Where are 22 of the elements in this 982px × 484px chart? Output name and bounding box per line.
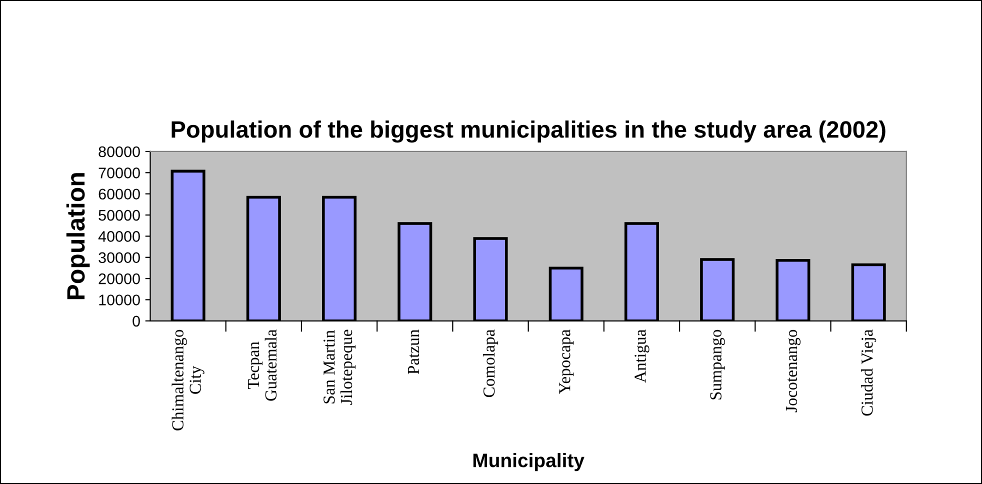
y-tick-label: 20000	[98, 273, 140, 284]
y-tick-label: 80000	[98, 146, 140, 158]
y-tick-label: 40000	[98, 231, 140, 242]
x-tick-label: Yepocapa	[559, 329, 574, 394]
y-tick-label: 60000	[98, 188, 140, 200]
x-tick-label: San Martin Jilotepeque	[324, 330, 356, 405]
x-tick-label: Patzun	[408, 329, 420, 374]
y-tick-label: 10000	[99, 294, 140, 306]
x-tick-label: Jocotenango	[786, 330, 801, 412]
x-tick-label: Chimaltenango City	[172, 330, 204, 430]
x-tick-label: Ciudad Vieja	[861, 329, 876, 416]
y-tick-label: 50000	[98, 210, 140, 221]
x-axis-title: Municipality	[473, 453, 584, 472]
chart-title: Population of the biggest municipalities in the study area (2002)	[172, 120, 886, 143]
x-tick-label: Antigua	[634, 329, 650, 383]
y-tick-label: 0	[132, 316, 140, 327]
y-tick-label: 30000	[98, 252, 140, 264]
x-tick-label: Tecpan Guatemala	[248, 329, 277, 401]
x-tick-label: Comolapa	[482, 329, 498, 398]
y-axis-title: Population	[66, 173, 90, 300]
x-tick-label: Sumpango	[710, 330, 725, 400]
y-tick-label: 70000	[98, 168, 140, 178]
